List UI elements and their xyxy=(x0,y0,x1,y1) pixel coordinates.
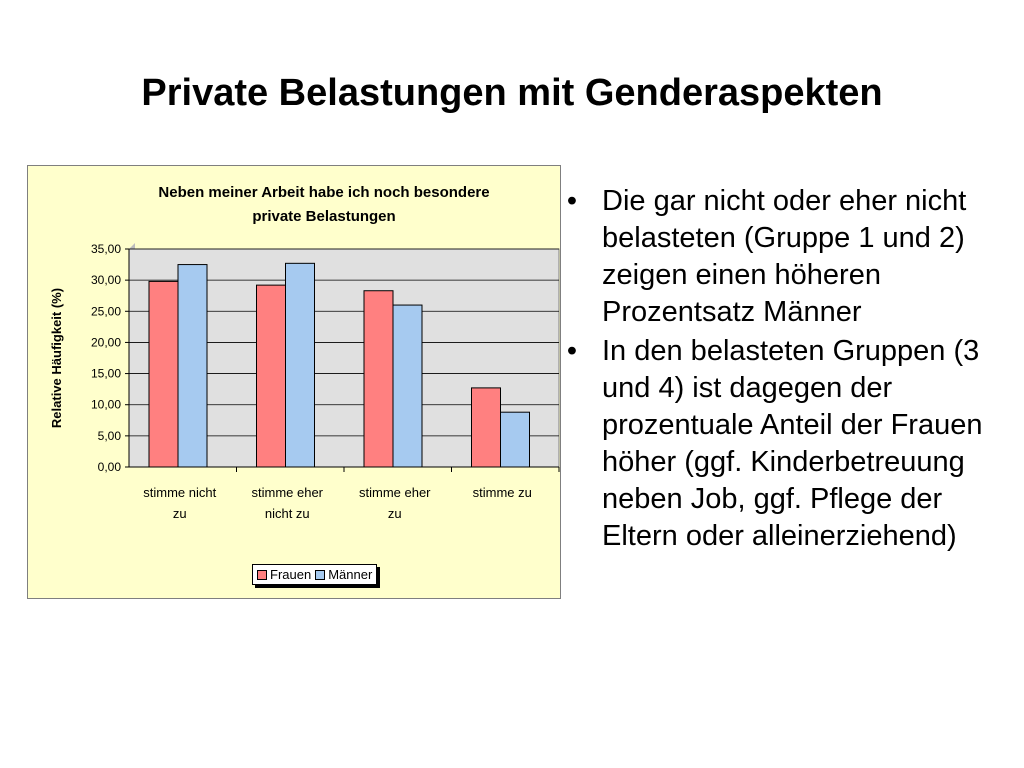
y-tick-label: 15,00 xyxy=(91,367,121,381)
x-tick-label: stimme eher xyxy=(359,485,431,500)
x-tick-label: stimme eher xyxy=(251,485,323,500)
x-tick-label: stimme nicht xyxy=(143,485,216,500)
slide-title: Private Belastungen mit Genderaspekten xyxy=(141,72,883,114)
x-tick-label: zu xyxy=(388,506,402,521)
y-tick-label: 35,00 xyxy=(91,242,121,256)
legend-swatch xyxy=(315,569,326,580)
bullet-item: • Die gar nicht oder eher nicht belastete… xyxy=(562,183,1002,331)
legend-label: Frauen xyxy=(270,567,312,582)
y-tick-label: 0,00 xyxy=(98,460,122,474)
y-tick-label: 25,00 xyxy=(91,304,121,318)
bar-männer xyxy=(177,264,208,468)
bullet-text: Die gar nicht oder eher nicht belasteten… xyxy=(602,185,967,328)
chart-legend: Frauen Männer xyxy=(252,564,378,585)
bar-männer xyxy=(285,262,315,468)
x-tick-label: nicht zu xyxy=(265,506,310,521)
bar-frauen xyxy=(148,280,179,468)
y-tick-label: 5,00 xyxy=(98,429,122,443)
bullet-item: • In den belasteten Gruppen (3 und 4) ist… xyxy=(562,333,1002,555)
legend-swatch xyxy=(257,569,267,580)
y-axis-label: Relative Häufigkeit (%) xyxy=(49,288,64,428)
x-tick-label: zu xyxy=(173,506,187,521)
bar-chart: Neben meiner Arbeit habe ich noch besond… xyxy=(49,184,560,521)
bullet-symbol: • xyxy=(566,185,578,217)
bar-frauen xyxy=(471,387,501,468)
bar-frauen xyxy=(363,290,394,468)
chart-title: Neben meiner Arbeit habe ich noch besond… xyxy=(158,184,489,201)
x-tick-label: stimme zu xyxy=(473,485,532,500)
bar-männer xyxy=(500,411,530,468)
legend-item: Männer xyxy=(315,567,372,582)
bar-männer xyxy=(392,304,423,468)
y-tick-label: 20,00 xyxy=(91,335,121,349)
chart-area: Neben meiner Arbeit habe ich noch besond… xyxy=(27,165,561,599)
bar-frauen xyxy=(256,284,286,468)
bullet-list: • Die gar nicht oder eher nicht belastete… xyxy=(562,183,1002,557)
bullet-text: In den belasteten Gruppen (3 und 4) ist … xyxy=(602,335,983,552)
bullet-symbol: • xyxy=(566,335,578,367)
y-tick-label: 30,00 xyxy=(91,273,121,287)
legend-item: Frauen xyxy=(257,567,311,582)
chart-title: private Belastungen xyxy=(252,208,395,225)
legend-label: Männer xyxy=(328,567,373,582)
y-tick-label: 10,00 xyxy=(91,398,121,412)
